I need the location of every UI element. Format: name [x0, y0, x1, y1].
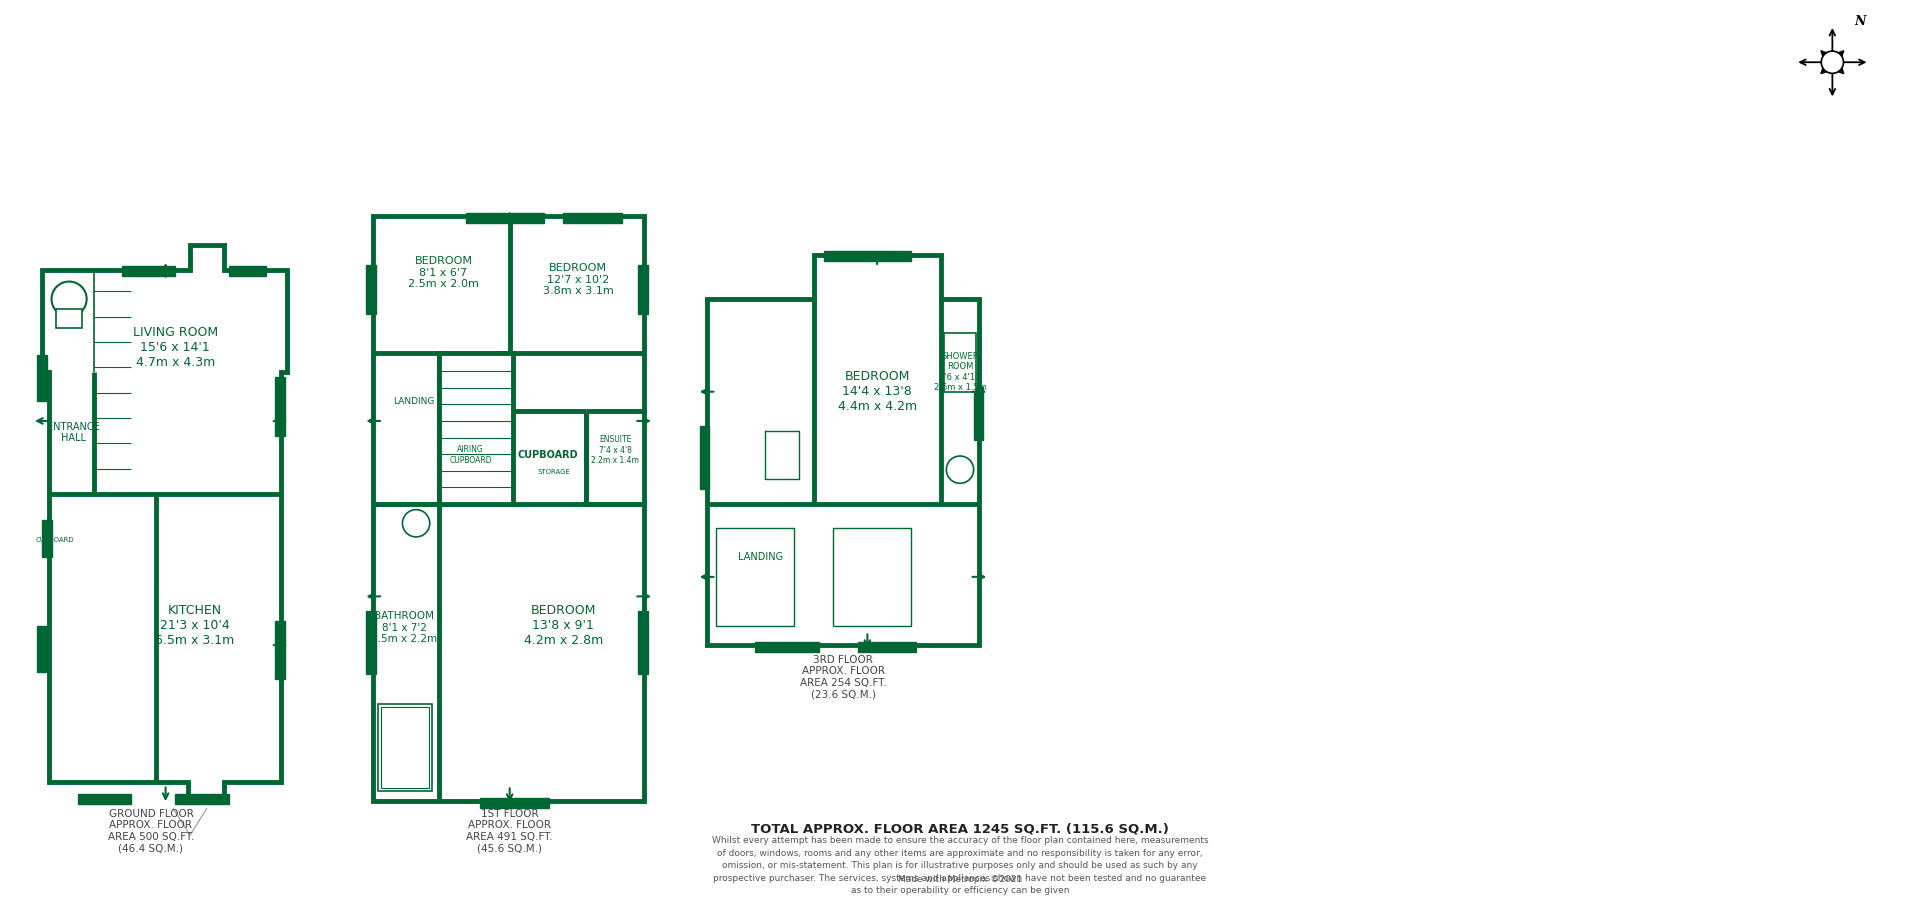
- Text: Whilst every attempt has been made to ensure the accuracy of the floor plan cont: Whilst every attempt has been made to en…: [712, 836, 1208, 895]
- Bar: [275, 621, 284, 679]
- Bar: [275, 377, 284, 435]
- Bar: [36, 355, 46, 402]
- Circle shape: [947, 456, 973, 484]
- Bar: [945, 334, 975, 392]
- Text: AIRING
CUPBOARD: AIRING CUPBOARD: [449, 445, 492, 464]
- Text: BEDROOM
8'1 x 6'7
2.5m x 2.0m: BEDROOM 8'1 x 6'7 2.5m x 2.0m: [407, 256, 478, 289]
- Bar: [79, 794, 131, 804]
- Text: LIVING ROOM
15'6 x 14'1
4.7m x 4.3m: LIVING ROOM 15'6 x 14'1 4.7m x 4.3m: [132, 326, 217, 369]
- Bar: [824, 251, 912, 261]
- Polygon shape: [42, 245, 288, 799]
- Bar: [367, 265, 376, 314]
- Bar: [563, 214, 622, 223]
- Text: LANDING: LANDING: [737, 553, 783, 563]
- Bar: [36, 625, 46, 673]
- Bar: [228, 266, 267, 275]
- Bar: [699, 425, 710, 489]
- Bar: [480, 798, 549, 808]
- Text: KITCHEN
21'3 x 10'4
6.5m x 3.1m: KITCHEN 21'3 x 10'4 6.5m x 3.1m: [156, 604, 234, 647]
- Bar: [380, 706, 428, 788]
- Bar: [42, 520, 52, 557]
- Text: GROUND FLOOR
APPROX. FLOOR
AREA 500 SQ.FT.
(46.4 SQ.M.): GROUND FLOOR APPROX. FLOOR AREA 500 SQ.F…: [108, 809, 194, 854]
- Bar: [467, 214, 543, 223]
- Polygon shape: [372, 216, 645, 801]
- Circle shape: [52, 282, 86, 316]
- Text: BEDROOM
14'4 x 13'8
4.4m x 4.2m: BEDROOM 14'4 x 13'8 4.4m x 4.2m: [837, 370, 916, 414]
- Bar: [440, 353, 513, 504]
- Bar: [121, 266, 175, 275]
- Text: CUPBOARD: CUPBOARD: [516, 450, 578, 460]
- Bar: [175, 794, 228, 804]
- Polygon shape: [707, 255, 979, 645]
- Text: BEDROOM
12'7 x 10'2
3.8m x 3.1m: BEDROOM 12'7 x 10'2 3.8m x 3.1m: [543, 263, 612, 296]
- Bar: [755, 642, 818, 652]
- Bar: [637, 611, 649, 674]
- Text: SHOWER
ROOM
8'6 x 4'11
2.6m x 1.5m: SHOWER ROOM 8'6 x 4'11 2.6m x 1.5m: [933, 352, 987, 393]
- Bar: [378, 704, 432, 792]
- Text: Made with Metropix ©2021: Made with Metropix ©2021: [899, 875, 1021, 884]
- Bar: [764, 431, 799, 479]
- Text: ENSUITE
7'4 x 4'8
2.2m x 1.4m: ENSUITE 7'4 x 4'8 2.2m x 1.4m: [591, 435, 639, 465]
- Bar: [833, 528, 912, 625]
- Text: TOTAL APPROX. FLOOR AREA 1245 SQ.FT. (115.6 SQ.M.): TOTAL APPROX. FLOOR AREA 1245 SQ.FT. (11…: [751, 823, 1169, 835]
- Text: N: N: [1855, 15, 1866, 28]
- Text: LANDING: LANDING: [394, 397, 434, 406]
- Text: STORAGE: STORAGE: [538, 469, 570, 474]
- Bar: [716, 528, 795, 625]
- Bar: [858, 642, 916, 652]
- Text: 3RD FLOOR
APPROX. FLOOR
AREA 254 SQ.FT.
(23.6 SQ.M.): 3RD FLOOR APPROX. FLOOR AREA 254 SQ.FT. …: [801, 654, 887, 700]
- Text: ENTRANCE
HALL: ENTRANCE HALL: [46, 422, 100, 444]
- Circle shape: [1822, 51, 1843, 74]
- Circle shape: [403, 510, 430, 537]
- Text: BATHROOM
8'1 x 7'2
2.5m x 2.2m: BATHROOM 8'1 x 7'2 2.5m x 2.2m: [371, 611, 438, 644]
- Bar: [973, 387, 983, 441]
- Bar: [367, 611, 376, 674]
- Text: BEDROOM
13'8 x 9'1
4.2m x 2.8m: BEDROOM 13'8 x 9'1 4.2m x 2.8m: [524, 604, 603, 647]
- Bar: [637, 265, 649, 314]
- Text: 1ST FLOOR
APPROX. FLOOR
AREA 491 SQ.FT.
(45.6 SQ.M.): 1ST FLOOR APPROX. FLOOR AREA 491 SQ.FT. …: [467, 809, 553, 854]
- Text: CUPBOARD: CUPBOARD: [35, 537, 73, 543]
- Bar: [56, 309, 83, 328]
